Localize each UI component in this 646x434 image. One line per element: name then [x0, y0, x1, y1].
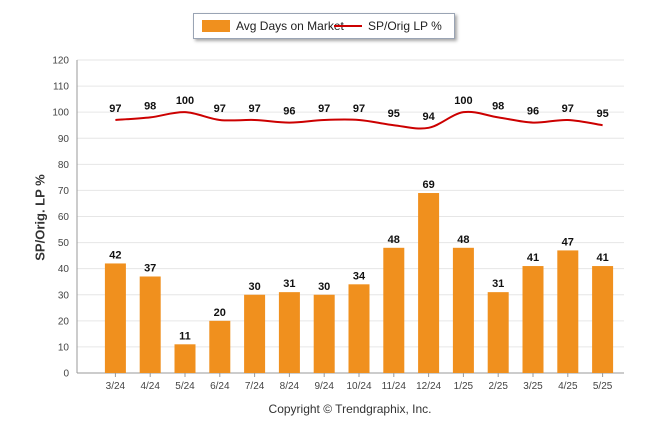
bar [209, 320, 231, 373]
line-data-label: 98 [144, 100, 156, 112]
x-tick-label: 7/24 [245, 381, 265, 392]
line-data-label: 100 [454, 95, 472, 107]
bar [348, 284, 370, 373]
line-data-label: 95 [388, 108, 400, 120]
bar-data-label: 48 [457, 234, 469, 246]
line-data-label: 97 [214, 103, 226, 115]
bar [383, 247, 405, 373]
bar-data-label: 42 [109, 249, 121, 261]
y-tick-label: 0 [63, 369, 69, 380]
line-sp-orig [115, 110, 603, 130]
y-tick-label: 30 [58, 290, 70, 301]
y-tick-label: 90 [58, 134, 70, 145]
bar-data-label: 41 [596, 252, 608, 264]
sp-orig-line [115, 110, 603, 130]
bar-data-label: 31 [492, 278, 504, 290]
bar-data-label: 48 [388, 234, 400, 246]
bar-data-label: 41 [527, 252, 539, 264]
bar [313, 294, 335, 373]
line-data-label: 97 [248, 103, 260, 115]
x-tick-label: 4/24 [140, 381, 160, 392]
bar-data-label: 31 [283, 278, 295, 290]
x-tick-label: 9/24 [314, 381, 334, 392]
y-tick-label: 120 [52, 56, 69, 67]
bar-data-label: 20 [214, 307, 226, 319]
y-tick-label: 70 [58, 186, 70, 197]
x-axis-ticks: 3/24 4/24 5/24 6/24 7/24 8/24 9/24 10/24 11/24 12… [106, 373, 613, 392]
y-tick-label: 50 [58, 238, 70, 249]
y-axis-title: SP/Orig. LP % [32, 174, 48, 261]
x-tick-label: 5/24 [175, 381, 195, 392]
legend-line-label: SP/Orig LP % [368, 19, 442, 33]
x-tick-label: 3/25 [523, 381, 543, 392]
line-data-label: 95 [596, 108, 608, 120]
x-tick-label: 2/25 [488, 381, 508, 392]
line-data-label: 97 [109, 103, 121, 115]
legend-bar-swatch [202, 20, 230, 32]
line-data-label: 96 [527, 106, 539, 118]
bar [418, 193, 440, 373]
legend: Avg Days on Market SP/Orig LP % [193, 13, 455, 39]
line-data-label: 98 [492, 100, 504, 112]
y-tick-label: 100 [52, 108, 69, 119]
x-tick-label: 5/25 [593, 381, 613, 392]
line-data-label: 96 [283, 106, 295, 118]
bar [557, 250, 579, 373]
bar [592, 266, 614, 373]
gridlines [76, 59, 624, 374]
line-data-label: 97 [353, 103, 365, 115]
legend-bar-label: Avg Days on Market [236, 19, 344, 33]
y-tick-label: 80 [58, 160, 70, 171]
y-axis-ticks: 0 10 20 30 40 50 60 70 80 90 100 110 120 [52, 56, 69, 380]
bar-data-label: 69 [422, 179, 434, 191]
bar-data-label: 30 [248, 281, 260, 293]
bar [139, 276, 161, 373]
bar [522, 266, 544, 373]
x-tick-label: 11/24 [382, 381, 407, 392]
x-tick-label: 3/24 [106, 381, 126, 392]
y-tick-label: 40 [58, 264, 70, 275]
x-tick-label: 4/25 [558, 381, 578, 392]
x-tick-label: 1/25 [454, 381, 474, 392]
x-tick-label: 12/24 [416, 381, 441, 392]
line-data-label: 97 [318, 103, 330, 115]
bar [452, 247, 474, 373]
data-labels: 42 37 11 20 30 31 30 34 48 69 48 31 41 47 41 97 98 100 97 9… [109, 95, 608, 342]
bar-data-label: 37 [144, 262, 156, 274]
x-tick-label: 10/24 [346, 381, 371, 392]
bar-data-label: 30 [318, 281, 330, 293]
y-tick-label: 10 [58, 342, 70, 353]
x-tick-label: 8/24 [280, 381, 300, 392]
copyright-text: Copyright © Trendgraphix, Inc. [268, 402, 432, 416]
bar [487, 292, 509, 373]
line-data-label: 94 [422, 111, 435, 123]
bar [174, 344, 196, 373]
bar [278, 292, 300, 373]
bars-avg-days [104, 193, 614, 373]
line-data-label: 97 [562, 103, 574, 115]
bar [244, 294, 266, 373]
x-tick-label: 6/24 [210, 381, 230, 392]
y-tick-label: 20 [58, 316, 70, 327]
bar-data-label: 11 [179, 330, 191, 342]
legend-line-swatch [334, 25, 362, 27]
bar [104, 263, 126, 373]
line-data-label: 100 [176, 95, 194, 107]
bar-data-label: 47 [562, 236, 574, 248]
y-tick-label: 60 [58, 212, 70, 223]
bar-data-label: 34 [353, 270, 366, 282]
y-tick-label: 110 [53, 82, 69, 93]
